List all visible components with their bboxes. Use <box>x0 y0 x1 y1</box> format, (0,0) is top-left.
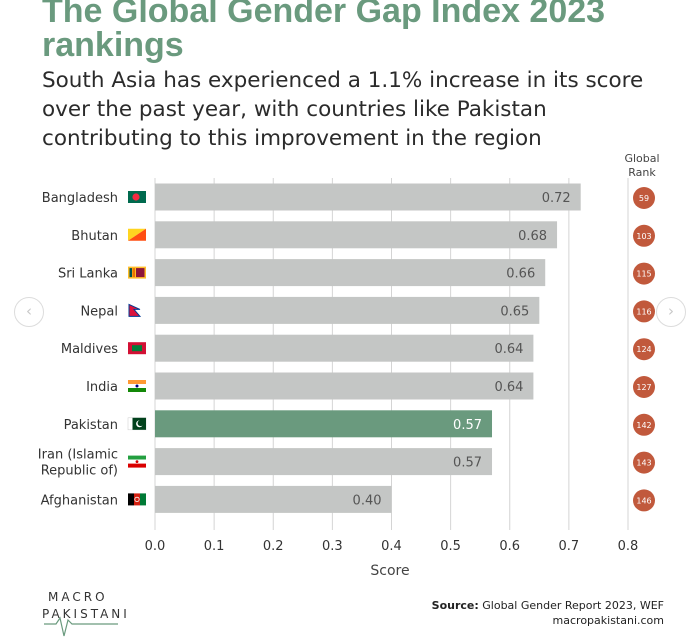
rank-badge <box>633 451 655 474</box>
flag-icon <box>128 266 146 279</box>
logo-pulse-icon <box>44 616 118 637</box>
category-label: Afghanistan <box>41 493 118 508</box>
flag-icon <box>128 228 146 241</box>
chevron-right-icon: › <box>668 302 674 320</box>
rank-label: 115 <box>636 270 651 279</box>
category-label: Republic of) <box>41 464 118 479</box>
flag-icon <box>128 455 146 468</box>
global-rank-header: Global Rank <box>624 152 660 179</box>
source-note: Source: Global Gender Report 2023, WEF <box>380 598 664 613</box>
bar-iran-islamic-republic-of <box>155 448 493 476</box>
x-tick-label: 0.7 <box>559 539 580 554</box>
flag-icon <box>128 380 146 392</box>
rank-badge <box>633 489 655 512</box>
data-label: 0.64 <box>494 342 523 357</box>
x-axis-label: Score <box>370 563 410 579</box>
bar-maldives <box>155 334 534 362</box>
rank-label: 127 <box>636 383 651 392</box>
bar-nepal <box>155 296 540 324</box>
x-tick-label: 0.0 <box>145 539 166 554</box>
data-label: 0.64 <box>494 380 523 395</box>
rank-badge <box>633 413 655 436</box>
rank-badge <box>633 376 655 398</box>
rank-badge <box>633 224 655 247</box>
bar-bhutan <box>155 221 558 249</box>
rank-label: 146 <box>636 496 651 505</box>
rank-label: 124 <box>636 345 651 354</box>
rank-label: 143 <box>636 459 651 468</box>
flag-icon <box>127 417 147 431</box>
category-label: Sri Lanka <box>58 267 118 282</box>
x-tick-label: 0.5 <box>440 539 461 554</box>
rank-label: 142 <box>636 421 651 430</box>
data-label: 0.66 <box>506 267 535 282</box>
website-url: macropakistani.com <box>552 614 664 627</box>
logo-text-bottom: PAKISTANI <box>42 607 130 621</box>
category-label: Iran (Islamic <box>38 448 118 463</box>
data-label: 0.40 <box>353 493 382 508</box>
bar-bangladesh <box>155 183 581 211</box>
x-tick-label: 0.8 <box>618 539 639 554</box>
bar-india <box>155 372 534 400</box>
category-label: Bhutan <box>71 229 118 244</box>
rank-label: 103 <box>636 232 651 241</box>
rank-badge <box>633 300 655 323</box>
flag-icon <box>128 303 142 317</box>
x-tick-label: 0.1 <box>204 539 225 554</box>
data-label: 0.68 <box>518 229 547 244</box>
flag-icon <box>128 191 146 203</box>
rank-badge <box>633 262 655 285</box>
x-tick-label: 0.6 <box>499 539 520 554</box>
data-label: 0.57 <box>453 456 482 471</box>
rank-label: 116 <box>636 307 651 316</box>
flag-icon <box>128 493 146 506</box>
category-label: Nepal <box>80 304 118 319</box>
bar-afghanistan <box>155 485 392 513</box>
x-tick-label: 0.3 <box>322 539 343 554</box>
carousel-prev-button[interactable]: ‹ <box>14 297 44 327</box>
rank-label: 59 <box>639 194 649 203</box>
source-text: Global Gender Report 2023, WEF <box>482 599 664 612</box>
category-label: Pakistan <box>64 418 118 433</box>
category-label: Bangladesh <box>42 191 118 206</box>
category-label: Maldives <box>61 342 118 357</box>
chevron-left-icon: ‹ <box>26 302 32 320</box>
macro-pakistani-logo: MACRO PAKISTANI <box>42 590 127 638</box>
subtitle: South Asia has experienced a 1.1% increa… <box>42 68 644 151</box>
x-tick-label: 0.4 <box>381 539 402 554</box>
x-tick-label: 0.2 <box>263 539 284 554</box>
bar-sri-lanka <box>155 259 546 287</box>
logo-text-top: MACRO <box>48 590 108 604</box>
data-label: 0.72 <box>542 191 571 206</box>
carousel-next-button[interactable]: › <box>656 297 686 327</box>
rank-badge <box>633 338 655 361</box>
category-label: India <box>86 380 118 395</box>
data-label: 0.57 <box>453 418 482 433</box>
page-title: The Global Gender Gap Index 2023 ranking… <box>42 0 606 64</box>
data-label: 0.65 <box>500 304 529 319</box>
source-label: Source: <box>431 599 479 612</box>
bar-pakistan <box>155 410 493 438</box>
flag-icon <box>128 342 146 355</box>
rank-badge <box>633 187 655 209</box>
